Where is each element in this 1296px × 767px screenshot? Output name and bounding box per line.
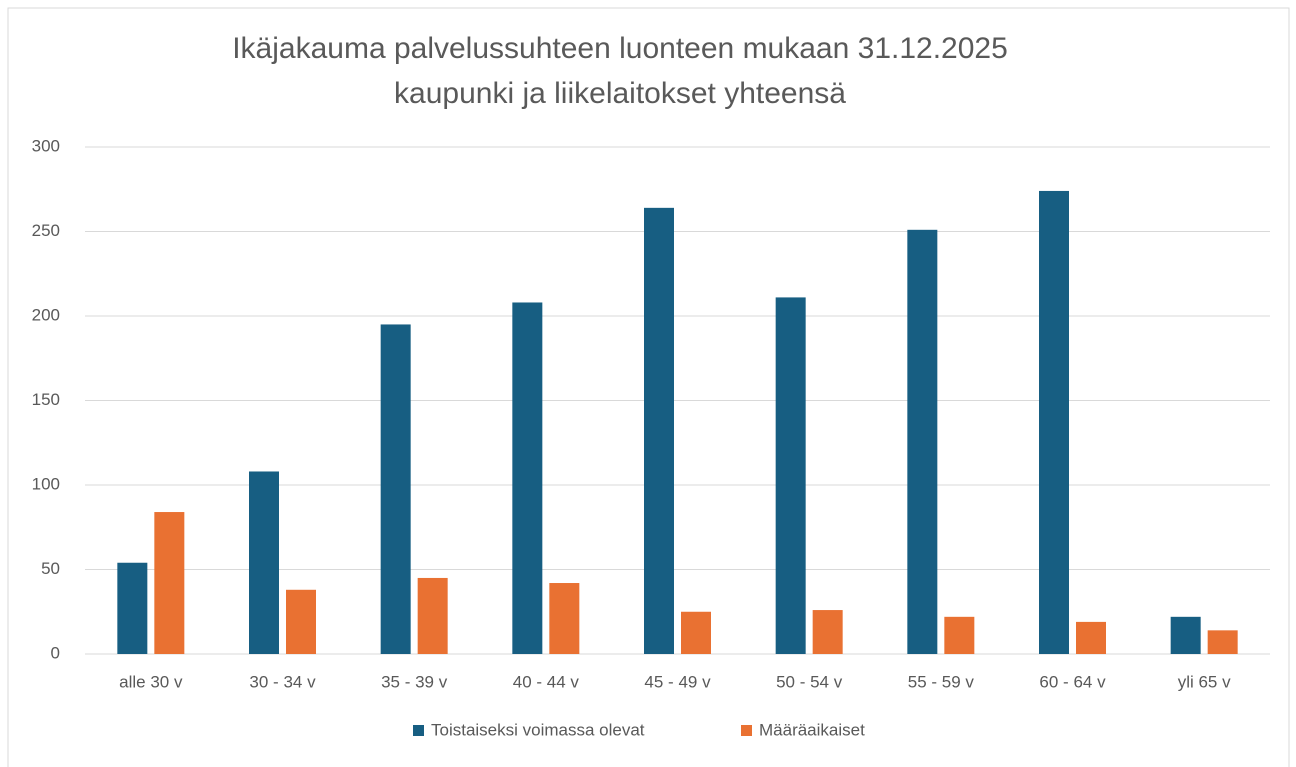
legend-label: Määräaikaiset [759, 720, 865, 739]
bar [1207, 630, 1238, 654]
x-tick-label: 50 - 54 v [776, 672, 843, 691]
bar [512, 302, 543, 654]
x-tick-label: 45 - 49 v [644, 672, 711, 691]
bar [812, 610, 843, 654]
legend-swatch [413, 725, 424, 736]
y-tick-label: 250 [32, 221, 60, 240]
x-tick-label: yli 65 v [1178, 672, 1231, 691]
legend-label: Toistaiseksi voimassa olevat [431, 720, 645, 739]
bar [644, 207, 674, 654]
x-tick-label: 30 - 34 v [249, 672, 316, 691]
y-tick-label: 0 [51, 643, 60, 662]
bar [549, 583, 580, 654]
bar [1170, 616, 1201, 654]
y-tick-label: 50 [41, 559, 60, 578]
bar [249, 471, 279, 654]
bar [944, 616, 975, 654]
x-tick-label: 40 - 44 v [513, 672, 580, 691]
bar [1039, 190, 1069, 654]
y-tick-label: 100 [32, 474, 60, 493]
x-tick-label: 55 - 59 v [908, 672, 975, 691]
y-tick-label: 150 [32, 390, 60, 409]
bar [417, 577, 448, 654]
x-tick-label: alle 30 v [119, 672, 183, 691]
chart-subtitle: kaupunki ja liikelaitokset yhteensä [394, 77, 846, 110]
bar [286, 589, 316, 654]
bar [775, 297, 806, 654]
x-tick-label: 35 - 39 v [381, 672, 448, 691]
x-tick-label: 60 - 64 v [1039, 672, 1106, 691]
bar [117, 562, 148, 654]
bar [1076, 621, 1106, 654]
chart-title: Ikäjakauma palvelussuhteen luonteen muka… [232, 32, 1008, 65]
bar [380, 324, 411, 654]
bar [154, 512, 185, 654]
legend-swatch [741, 725, 752, 736]
bar [907, 229, 938, 654]
y-tick-label: 300 [32, 136, 60, 155]
bar [681, 611, 711, 654]
y-tick-label: 200 [32, 305, 60, 324]
